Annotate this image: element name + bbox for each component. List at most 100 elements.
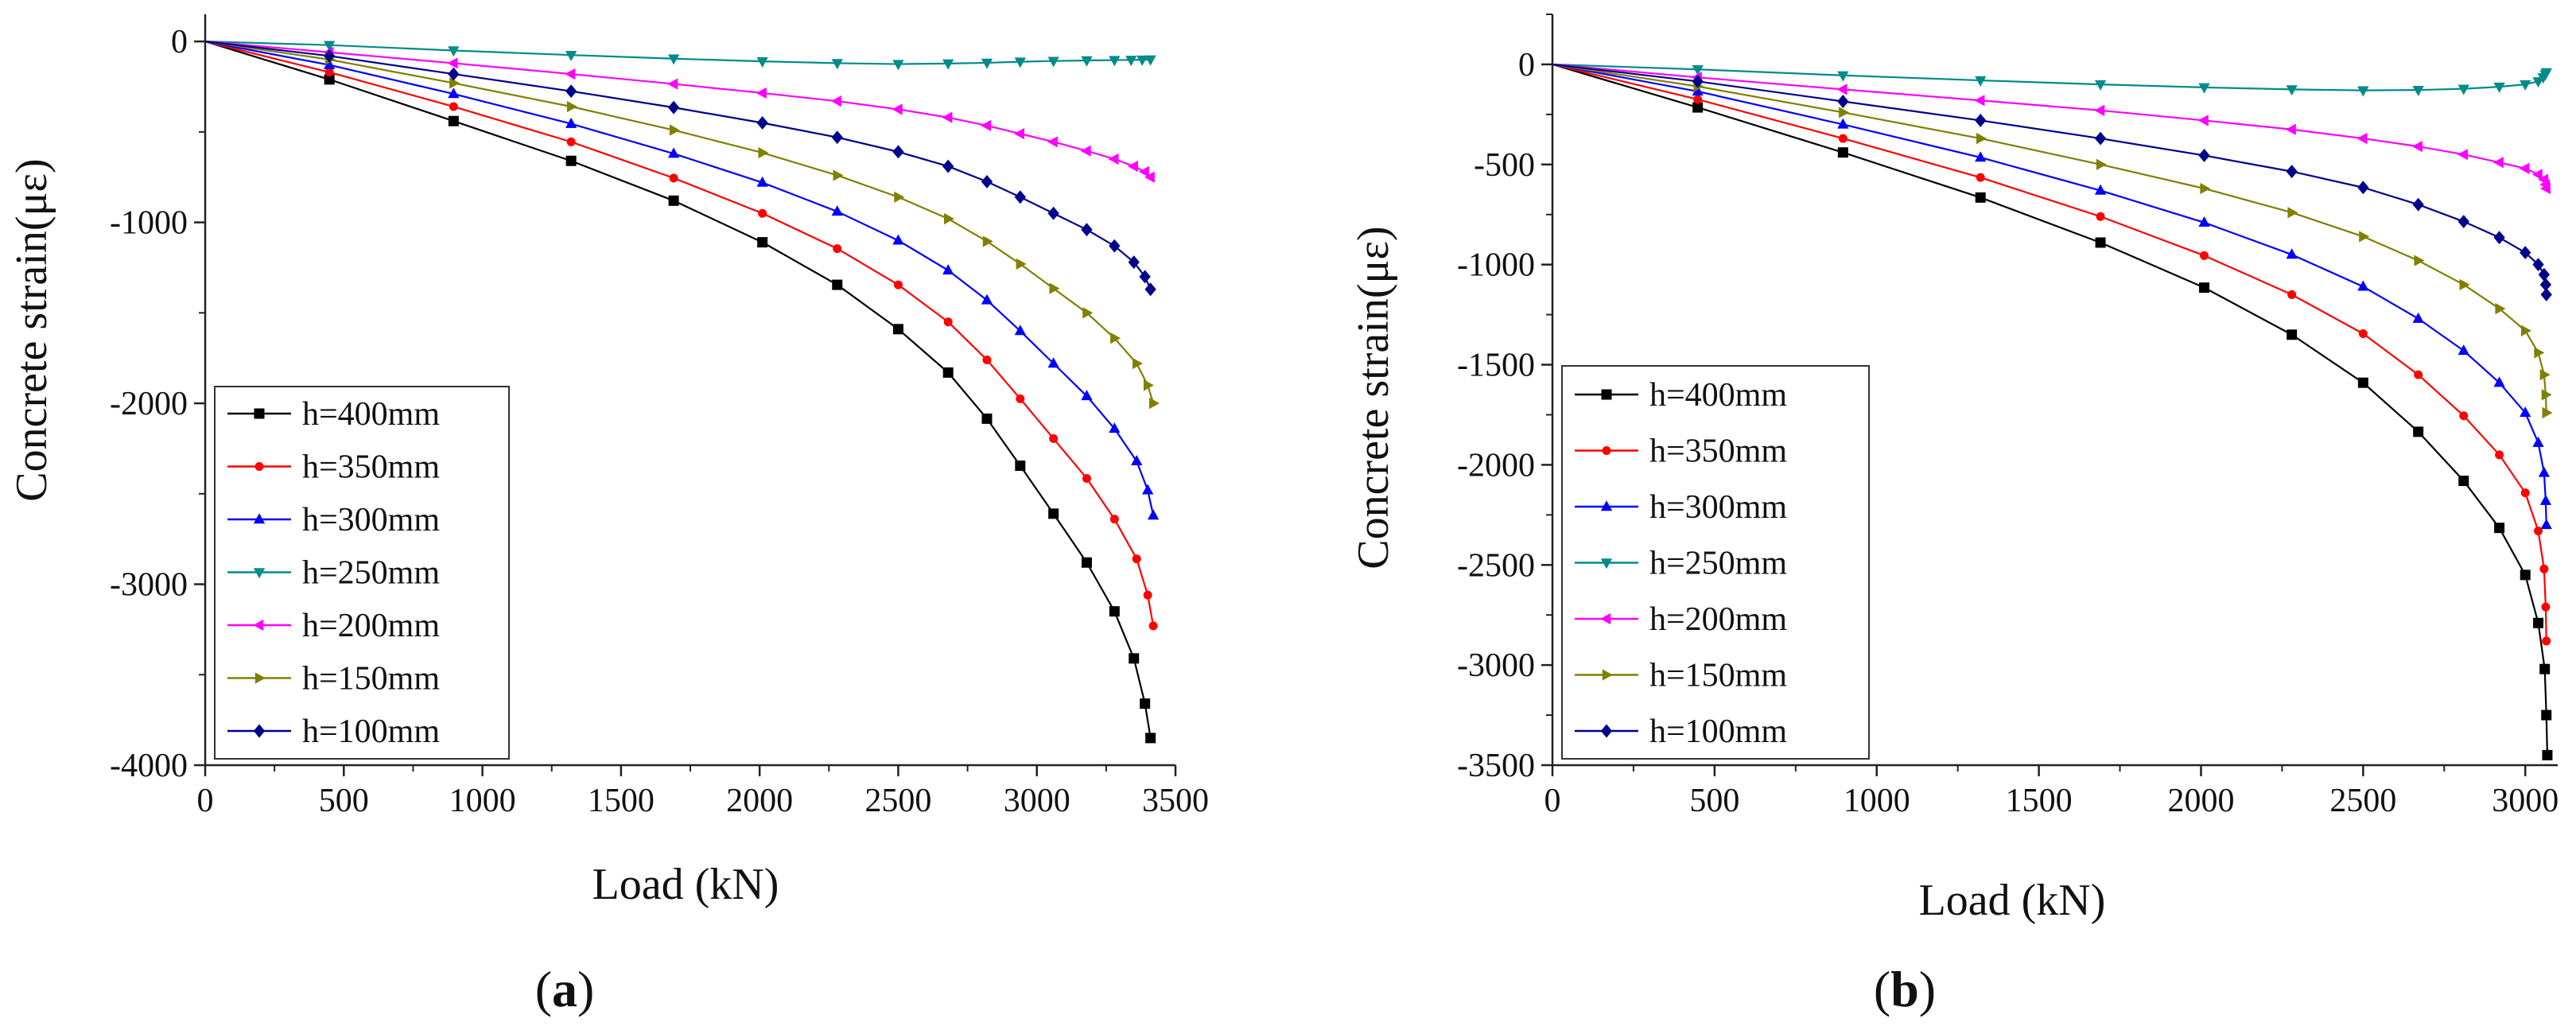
chart-a-series-h=250mm <box>204 41 1156 71</box>
chart-b-point-h=100mm <box>1975 113 1987 127</box>
chart-a-point-h=100mm <box>565 84 577 99</box>
chart-a-legend-label-h=400mm: h=400mm <box>302 396 440 433</box>
chart-a-point-h=400mm <box>1129 653 1140 664</box>
chart-a-point-h=250mm <box>981 58 993 69</box>
chart-b-point-h=300mm <box>1837 118 1849 129</box>
chart-a-point-h=350mm <box>893 280 903 290</box>
chart-a-point-h=150mm <box>982 235 993 247</box>
chart-b-point-h=100mm <box>2357 181 2369 195</box>
chart-a-x-tick-label: 3500 <box>1142 783 1209 819</box>
chart-b-point-h=300mm <box>2457 344 2469 356</box>
chart-a-point-h=150mm <box>1016 258 1027 270</box>
chart-b-point-h=150mm <box>2521 325 2532 336</box>
chart-a-x-tick-label: 0 <box>197 783 214 819</box>
chart-a-point-h=250mm <box>565 50 577 61</box>
chart-a-point-h=250mm <box>1136 55 1148 66</box>
chart-a-point-h=400mm <box>1081 557 1092 568</box>
chart-b-x-tick-label: 2500 <box>2329 783 2396 819</box>
chart-a-point-h=200mm <box>1014 127 1024 140</box>
chart-a-point-h=150mm <box>1133 357 1143 370</box>
chart-b-point-h=100mm <box>1692 74 1704 88</box>
chart-a-x-axis-title: Load (kN) <box>593 860 779 909</box>
chart-a-point-h=250mm <box>892 60 904 71</box>
chart-a: Concrete strain(με) Load (kN) (a) 0 500 10… <box>7 14 1209 1017</box>
chart-a-point-h=400mm <box>565 155 577 166</box>
chart-b-point-h=350mm <box>2459 411 2469 421</box>
chart-b-point-h=100mm <box>2198 149 2210 162</box>
chart-a-point-h=350mm <box>1148 621 1158 631</box>
chart-a-series-h=350mm <box>204 41 1158 631</box>
chart-a-x-tick-label: 2500 <box>864 783 931 819</box>
chart-b-legend-marker-h=200mm <box>1600 612 1611 625</box>
chart-b-point-h=300mm <box>2538 466 2551 477</box>
chart-a-point-h=100mm <box>1047 206 1059 220</box>
chart-a-point-h=200mm <box>830 95 841 107</box>
chart-b-legend-label-h=200mm: h=200mm <box>1649 601 1787 638</box>
chart-b-point-h=150mm <box>2414 255 2425 266</box>
chart-a-point-h=350mm <box>1132 554 1141 564</box>
chart-b-point-h=100mm <box>2539 278 2552 292</box>
chart-b-legend-marker-h=150mm <box>1602 669 1613 681</box>
chart-b-point-h=300mm <box>2198 216 2210 227</box>
chart-a-point-h=350mm <box>943 317 953 327</box>
chart-b-point-h=400mm <box>2533 617 2544 628</box>
chart-b-point-h=300mm <box>1692 85 1704 96</box>
chart-a-point-h=150mm <box>758 146 769 159</box>
chart-b-point-h=300mm <box>2539 494 2552 505</box>
chart-b-point-h=150mm <box>2534 347 2545 359</box>
chart-a-y-tick-label: -2000 <box>110 386 188 422</box>
chart-b-point-h=350mm <box>1976 173 1985 182</box>
chart-a-point-h=400mm <box>942 367 954 378</box>
chart-a-legend-label-h=100mm: h=100mm <box>302 713 440 750</box>
chart-b-legend-label-h=300mm: h=300mm <box>1649 489 1787 526</box>
chart-b-y-tick-label: -2000 <box>1457 447 1535 484</box>
chart-a-point-h=400mm <box>757 237 768 248</box>
chart-a-point-h=400mm <box>1140 698 1151 709</box>
chart-b-point-h=100mm <box>2286 165 2298 179</box>
chart-a-point-h=250mm <box>942 59 954 70</box>
chart-b-point-h=100mm <box>2457 215 2469 228</box>
chart-b-x-tick-label: 3000 <box>2492 783 2559 819</box>
chart-a-line-h=100mm <box>204 41 1152 290</box>
chart-a-series-h=200mm <box>204 41 1155 183</box>
chart-b-point-h=350mm <box>2534 526 2543 535</box>
chart-b-point-h=400mm <box>2199 282 2210 293</box>
chart-b-y-tick-label: -1000 <box>1457 247 1535 284</box>
chart-b-point-h=300mm <box>2540 519 2552 530</box>
chart-b-y-tick-label: -1500 <box>1457 348 1535 384</box>
chart-a-point-h=250mm <box>1125 56 1137 67</box>
chart-b-y-tick-label: -500 <box>1474 147 1535 184</box>
chart-b-y-tick-label: -3000 <box>1457 647 1535 684</box>
chart-a-x-tick-label: 500 <box>319 783 369 819</box>
chart-b-point-h=250mm <box>2520 80 2531 91</box>
chart-b-point-h=350mm <box>2542 636 2551 646</box>
chart-b-point-h=250mm <box>2412 85 2424 96</box>
chart-a-y-tick-label: -1000 <box>110 205 188 242</box>
chart-b-point-h=350mm <box>2495 450 2504 460</box>
chart-b-y-tick-label: 0 <box>1518 47 1535 84</box>
chart-a-legend-marker-h=150mm <box>254 672 266 684</box>
chart-b-point-h=250mm <box>2493 82 2505 93</box>
chart-a-y-tick-label: -3000 <box>110 567 188 604</box>
chart-b-x-tick-label: 500 <box>1689 783 1739 819</box>
chart-a-point-h=250mm <box>1109 56 1121 67</box>
chart-a-point-h=350mm <box>324 68 334 77</box>
chart-a-point-h=250mm <box>448 46 460 57</box>
chart-a-point-h=300mm <box>1081 390 1093 401</box>
chart-b-point-h=400mm <box>2539 663 2551 674</box>
chart-b-point-h=350mm <box>1693 95 1703 104</box>
chart-b-legend-label-h=100mm: h=100mm <box>1649 713 1787 750</box>
chart-b-point-h=300mm <box>2412 312 2424 323</box>
chart-a-point-h=200mm <box>1144 171 1155 183</box>
chart-b-point-h=150mm <box>2539 368 2551 381</box>
chart-b-y-tick-label: -2500 <box>1457 547 1535 584</box>
chart-a-point-h=200mm <box>1138 165 1149 178</box>
chart-b-point-h=400mm <box>2287 329 2298 340</box>
chart-b-y-tick-label: -3500 <box>1457 748 1535 784</box>
chart-a-point-h=300mm <box>942 264 954 275</box>
chart-a-point-h=350mm <box>1109 515 1119 524</box>
chart-b-point-h=250mm <box>1975 76 1987 87</box>
chart-b-series-h=300mm <box>1552 63 2552 530</box>
chart-a-x-tick-label: 2000 <box>726 783 793 819</box>
chart-b-point-h=250mm <box>2457 84 2469 95</box>
